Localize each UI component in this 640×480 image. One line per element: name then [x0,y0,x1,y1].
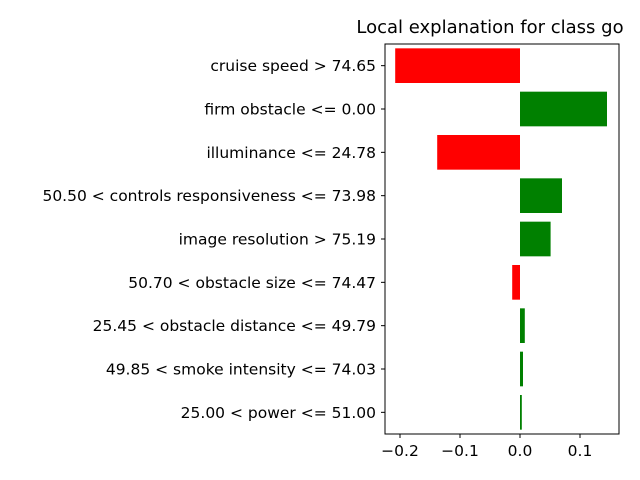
bar [520,221,551,257]
y-tick-label: 25.00 < power <= 51.00 [181,404,376,422]
bar [520,178,562,213]
x-tick-label: −0.1 [441,442,479,460]
y-tick-labels: cruise speed > 74.65 firm obstacle <= 0.0… [42,57,385,422]
chart-title: Local explanation for class go [356,17,623,38]
x-tick-label: −0.2 [381,442,419,460]
y-tick-label: 50.70 < obstacle size <= 74.47 [128,274,376,292]
y-tick-label: 25.45 < obstacle distance <= 49.79 [93,317,376,335]
y-tick-label: 49.85 < smoke intensity <= 74.03 [106,361,376,379]
bar [520,395,522,430]
bar [520,91,607,127]
bar [395,48,520,83]
bar [512,265,520,300]
bar [437,135,520,170]
x-tick-label: 0.0 [508,442,533,460]
x-tick-label: 0.1 [568,442,593,460]
y-tick-label: illuminance <= 24.78 [206,144,376,162]
y-tick-label: 50.50 < controls responsiveness <= 73.98 [42,187,376,205]
bar [520,351,523,387]
y-tick-label: image resolution > 75.19 [179,231,376,249]
y-tick-label: firm obstacle <= 0.00 [204,101,376,119]
y-tick-label: cruise speed > 74.65 [210,57,376,75]
bars-group [395,48,607,430]
axes-frame [384,43,620,435]
x-axis: −0.2 −0.1 0.0 0.1 [381,434,592,460]
bar [520,308,525,343]
